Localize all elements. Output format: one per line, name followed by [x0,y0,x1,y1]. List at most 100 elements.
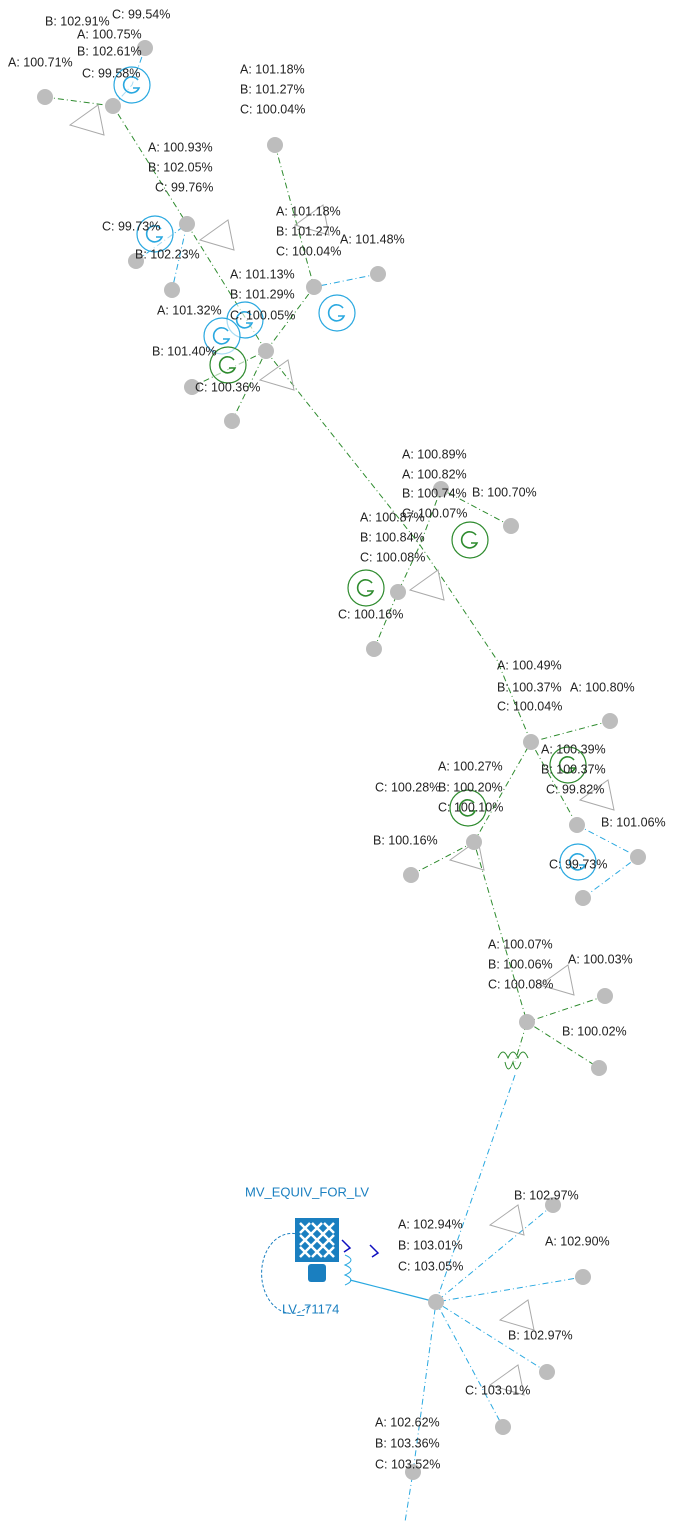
generator-symbol [145,225,164,243]
line [404,1074,516,1522]
load [293,204,330,236]
generator [347,569,385,607]
voltage-label: B: 100.74% [402,486,467,500]
voltage-label: A: 102.62% [375,1415,440,1429]
hatch [299,1222,335,1258]
voltage-label: A: 101.18% [240,62,305,76]
load [198,219,235,251]
voltage-label: A: 100.07% [488,937,553,951]
voltage-label: C: 99.76% [155,180,213,194]
voltage-label: C: 100.36% [195,380,260,394]
voltage-label: A: 100.75% [77,27,142,41]
line [434,1204,584,1303]
generator [209,346,247,384]
voltage-label: B: 100.70% [472,485,537,499]
voltage-label: B: 100.02% [562,1024,627,1038]
voltage-label: A: 102.94% [398,1217,463,1231]
voltage-label: A: 102.90% [545,1234,610,1248]
bus-node [433,481,449,497]
generator-symbol [218,356,237,374]
bus-node [184,379,200,395]
generator [549,746,587,784]
voltage-label: C: 103.05% [398,1259,463,1273]
load [408,569,445,601]
voltage-label: B: 102.23% [135,247,200,261]
voltage-label: B: 100.16% [373,833,438,847]
bus-node [405,1464,421,1480]
voltage-label: C: 100.04% [276,244,341,258]
line [44,96,267,352]
voltage-label: B: 101.29% [230,287,295,301]
generator-symbol [327,304,346,322]
voltage-label: B: 101.27% [240,82,305,96]
bus-node [503,518,519,534]
bus-node [519,1014,535,1030]
line [410,841,475,876]
generator-symbol [458,799,477,817]
voltage-label: B: 100.20% [438,780,503,794]
voltage-label: B: 100.37% [497,680,562,694]
voltage-label: B: 102.97% [508,1328,573,1342]
arc [261,1232,311,1314]
generator-symbol [558,756,577,774]
transformer [343,1254,352,1286]
load [68,104,105,136]
voltage-label: B: 103.01% [398,1238,463,1252]
line [135,222,188,291]
voltage-label: A: 100.39% [541,742,606,756]
labels: B: 102.91% C: 99.54% A: 100.75% B: 102.61% C… [8,7,666,1471]
voltage-label: A: 101.48% [340,232,405,246]
bus-node [128,253,144,269]
voltage-label: A: 100.89% [402,447,467,461]
voltage-label: B: 100.06% [488,957,553,971]
bus-node [495,1419,511,1435]
load [448,839,485,871]
bus-node [569,817,585,833]
voltage-label: A: 100.87% [360,510,425,524]
voltage-label: B: 101.40% [152,344,217,358]
voltage-label: C: 100.07% [402,506,467,520]
generator [449,789,487,827]
voltage-label: A: 100.27% [438,759,503,773]
bus-node [539,1364,555,1380]
bus-node [370,266,386,282]
voltage-label: C: 99.73% [102,219,160,233]
line [265,350,532,1063]
bus-node [179,216,195,232]
generator-symbol [235,311,254,329]
line [313,273,379,288]
bus-node [575,890,591,906]
voltage-label: C: 99.58% [82,66,140,80]
generator-symbol [212,327,231,345]
bus-node [105,98,121,114]
voltage-label: C: 100.05% [230,308,295,322]
bus-node [602,713,618,729]
voltage-label: C: 100.08% [488,977,553,991]
voltage-label: C: 99.54% [112,7,170,21]
voltage-label: B: 102.97% [514,1188,579,1202]
voltage-label: A: 100.71% [8,55,73,69]
voltage-label: C: 100.28% [375,780,440,794]
voltage-label: A: 101.32% [157,303,222,317]
generator [451,521,489,559]
voltage-label: C: 100.16% [338,607,403,621]
generators [113,66,597,881]
voltage-label: C: 100.04% [240,102,305,116]
voltage-label: A: 101.13% [230,267,295,281]
generator-symbol [568,853,587,871]
voltage-label: B: 102.61% [77,44,142,58]
voltage-label: A: 100.49% [497,658,562,672]
generator [136,215,174,253]
voltage-label: C: 99.73% [549,857,607,871]
bus-node [258,343,274,359]
switch [341,1239,380,1258]
generator-symbol [122,76,141,94]
voltage-label: C: 103.01% [465,1383,530,1397]
bus-node [164,282,180,298]
voltage-label: C: 103.52% [375,1457,440,1471]
bus-node [137,40,153,56]
bus-node [575,1269,591,1285]
bus [308,1264,326,1282]
generator [318,294,356,332]
